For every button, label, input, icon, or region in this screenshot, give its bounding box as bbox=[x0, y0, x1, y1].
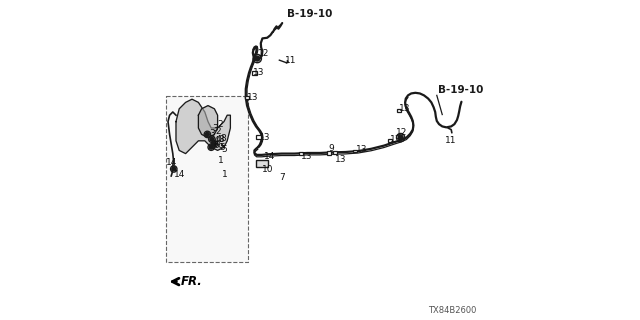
Text: 1: 1 bbox=[223, 170, 228, 179]
Text: 8: 8 bbox=[218, 135, 224, 144]
Text: 13: 13 bbox=[301, 152, 312, 161]
Circle shape bbox=[398, 135, 403, 140]
Text: 2: 2 bbox=[215, 127, 221, 136]
Text: 2: 2 bbox=[217, 120, 223, 129]
Text: 3: 3 bbox=[212, 124, 218, 132]
Bar bbox=[388, 140, 392, 142]
Text: 13: 13 bbox=[356, 145, 367, 154]
Text: 13: 13 bbox=[335, 155, 347, 164]
Bar bbox=[353, 150, 357, 153]
Text: 13: 13 bbox=[390, 135, 401, 144]
Text: 8: 8 bbox=[220, 134, 226, 143]
Text: 14: 14 bbox=[166, 158, 178, 167]
Text: 14: 14 bbox=[264, 152, 275, 161]
Bar bbox=[252, 71, 257, 75]
Text: 13: 13 bbox=[259, 133, 270, 142]
Text: 4: 4 bbox=[216, 135, 221, 144]
Circle shape bbox=[209, 145, 213, 149]
Circle shape bbox=[212, 142, 216, 146]
Bar bbox=[397, 109, 401, 112]
Text: 6: 6 bbox=[214, 141, 220, 150]
Bar bbox=[256, 135, 261, 139]
Text: 13: 13 bbox=[248, 93, 259, 102]
Text: 10: 10 bbox=[262, 165, 273, 174]
Text: 7: 7 bbox=[280, 173, 285, 182]
Circle shape bbox=[210, 137, 214, 141]
Bar bbox=[299, 152, 303, 155]
Circle shape bbox=[205, 132, 209, 136]
Bar bbox=[245, 96, 250, 99]
Text: 4: 4 bbox=[214, 136, 220, 145]
Text: 5: 5 bbox=[221, 145, 227, 154]
Text: B-19-10: B-19-10 bbox=[287, 9, 333, 20]
Text: 13: 13 bbox=[399, 104, 411, 113]
Text: 9: 9 bbox=[329, 144, 334, 153]
Bar bbox=[256, 160, 268, 167]
Text: 11: 11 bbox=[445, 136, 456, 145]
Text: 12: 12 bbox=[258, 49, 269, 58]
Bar bbox=[333, 151, 337, 154]
Text: FR.: FR. bbox=[181, 275, 202, 288]
Text: 13: 13 bbox=[253, 68, 264, 77]
Bar bbox=[327, 151, 331, 155]
Circle shape bbox=[172, 167, 175, 171]
Text: 3: 3 bbox=[210, 129, 215, 138]
Text: 1: 1 bbox=[218, 156, 224, 164]
Circle shape bbox=[255, 56, 260, 61]
Text: TX84B2600: TX84B2600 bbox=[428, 306, 477, 315]
Text: 11: 11 bbox=[285, 56, 296, 65]
Polygon shape bbox=[176, 99, 230, 154]
Bar bbox=[166, 96, 248, 262]
Text: B-19-10: B-19-10 bbox=[438, 84, 484, 95]
Text: 12: 12 bbox=[396, 128, 408, 137]
Text: 6: 6 bbox=[217, 141, 223, 150]
Text: 14: 14 bbox=[174, 170, 186, 179]
Polygon shape bbox=[198, 106, 218, 138]
Text: 5: 5 bbox=[219, 143, 225, 152]
